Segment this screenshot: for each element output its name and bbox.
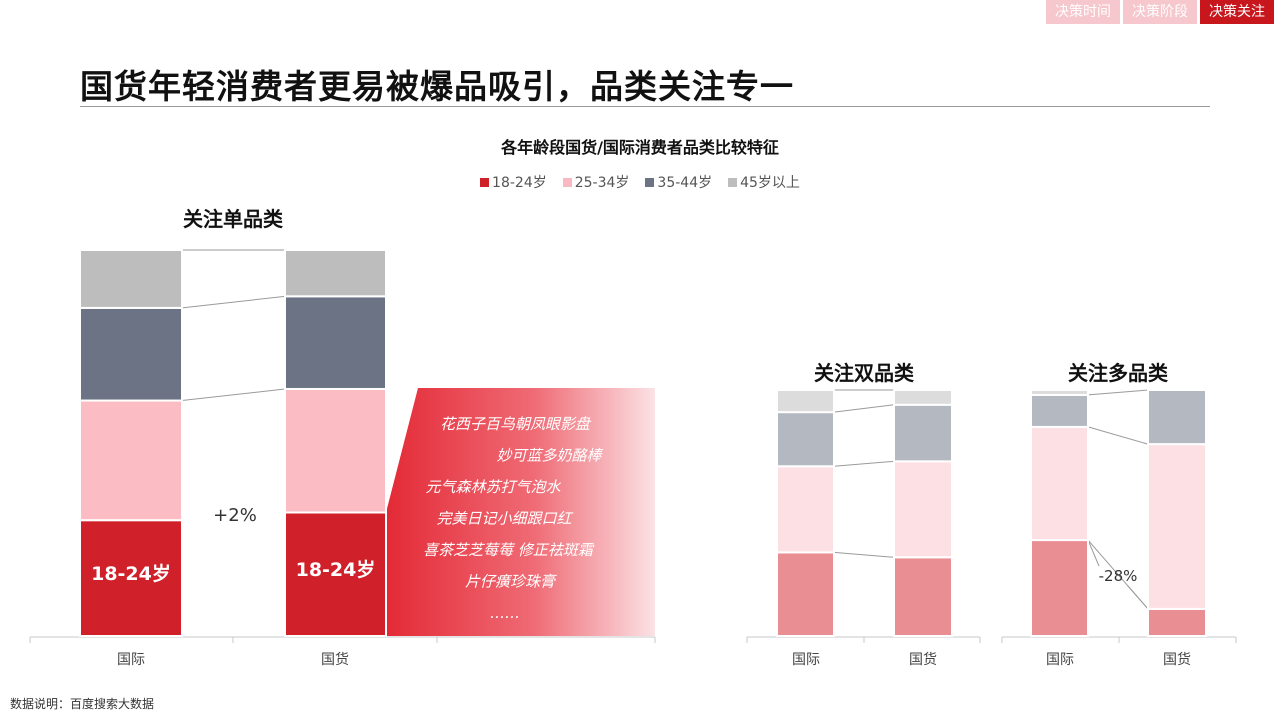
bar-segment <box>893 403 953 463</box>
x-tick-label: 国际 <box>1046 652 1074 668</box>
legend-label: 45岁以上 <box>740 175 800 191</box>
callout-brand-item: 喜茶芝芝莓莓 修正祛斑霜 <box>423 541 595 559</box>
bar-segment <box>79 399 183 522</box>
legend-swatch <box>728 177 738 187</box>
title-divider <box>80 106 1210 107</box>
group-title-double: 关注双品类 <box>814 361 914 385</box>
segment-connector-line <box>1087 426 1149 445</box>
legend-item: 45岁以上 <box>728 172 800 192</box>
legend-item: 25-34岁 <box>562 172 630 192</box>
bar-segment <box>79 306 183 402</box>
bar-segment <box>284 295 387 390</box>
segment-connector-line <box>1087 389 1149 396</box>
bar-segment <box>776 411 835 468</box>
section-tabs: 决策时间 决策阶段 决策关注 <box>1046 0 1274 24</box>
callout-brand-item: 完美日记小细跟口红 <box>436 510 573 528</box>
bar-segment <box>776 389 835 414</box>
segment-connector-line <box>181 295 286 309</box>
callout-brand-item: …… <box>490 604 520 622</box>
bar-segment <box>1030 393 1089 428</box>
tab-decision-stage[interactable]: 决策阶段 <box>1123 0 1197 24</box>
tab-decision-focus[interactable]: 决策关注 <box>1200 0 1274 24</box>
legend-item: 35-44岁 <box>645 172 712 192</box>
bar-segment <box>1030 425 1089 542</box>
bar-segment <box>1030 389 1089 396</box>
data-source-note: 数据说明：百度搜索大数据 <box>10 697 155 711</box>
callout-brand-item: 元气森林苏打气泡水 <box>425 478 561 496</box>
bar-segment <box>893 460 953 559</box>
legend-label: 25-34岁 <box>574 175 630 191</box>
bar-segment-label: 18-24岁 <box>91 562 171 585</box>
legend-label: 18-24岁 <box>492 175 547 191</box>
segment-connector-line <box>1087 539 1100 567</box>
change-annotation: -28% <box>1099 567 1138 585</box>
bar-segment <box>776 551 835 637</box>
segment-connector-line <box>833 404 895 413</box>
callout-brand-item: 片仔癀珍珠膏 <box>465 573 557 591</box>
bar-segment <box>776 465 835 554</box>
legend-swatch <box>480 177 490 187</box>
x-tick-label: 国货 <box>321 651 349 668</box>
callout-brand-item: 花西子百鸟朝凤眼影盘 <box>440 415 592 433</box>
legend-swatch <box>645 177 655 187</box>
change-annotation: +2% <box>213 505 257 526</box>
bar-segment <box>284 511 387 637</box>
bar-segment <box>893 389 953 406</box>
group-title-multi: 关注多品类 <box>1068 361 1168 385</box>
bar-segment <box>284 249 387 298</box>
bar-segment <box>79 519 183 638</box>
chart-title: 各年龄段国货/国际消费者品类比较特征 <box>501 138 779 157</box>
group-title-single: 关注单品类 <box>183 207 283 231</box>
bar-segment <box>1147 443 1207 610</box>
x-tick-label: 国际 <box>117 652 145 668</box>
segment-connector-line <box>833 460 895 467</box>
segment-connector-line <box>833 551 895 558</box>
x-tick-label: 国际 <box>792 652 820 668</box>
bar-segment <box>893 556 953 638</box>
legend-label: 35-44岁 <box>657 175 713 191</box>
bar-segment <box>284 387 387 514</box>
tab-decision-time[interactable]: 决策时间 <box>1046 0 1120 24</box>
bar-segment <box>1030 539 1089 637</box>
page-title: 国货年轻消费者更易被爆品吸引，品类关注专一 <box>80 67 794 106</box>
bar-segment <box>1147 607 1207 638</box>
x-tick-label: 国货 <box>1163 651 1191 668</box>
bar-segment <box>79 249 183 309</box>
bar-segment <box>1147 389 1207 446</box>
callout-brand-item: 妙可蓝多奶酪棒 <box>496 447 603 465</box>
x-tick-label: 国货 <box>909 651 937 668</box>
chart-legend: 18-24岁 25-34岁 35-44岁 45岁以上 <box>0 172 1280 192</box>
segment-connector-line <box>1127 585 1149 610</box>
segment-connector-line <box>181 388 286 402</box>
bar-segment-label: 18-24岁 <box>296 558 376 581</box>
callout-panel <box>386 388 655 636</box>
legend-item: 18-24岁 <box>480 172 547 192</box>
legend-swatch <box>562 177 572 187</box>
